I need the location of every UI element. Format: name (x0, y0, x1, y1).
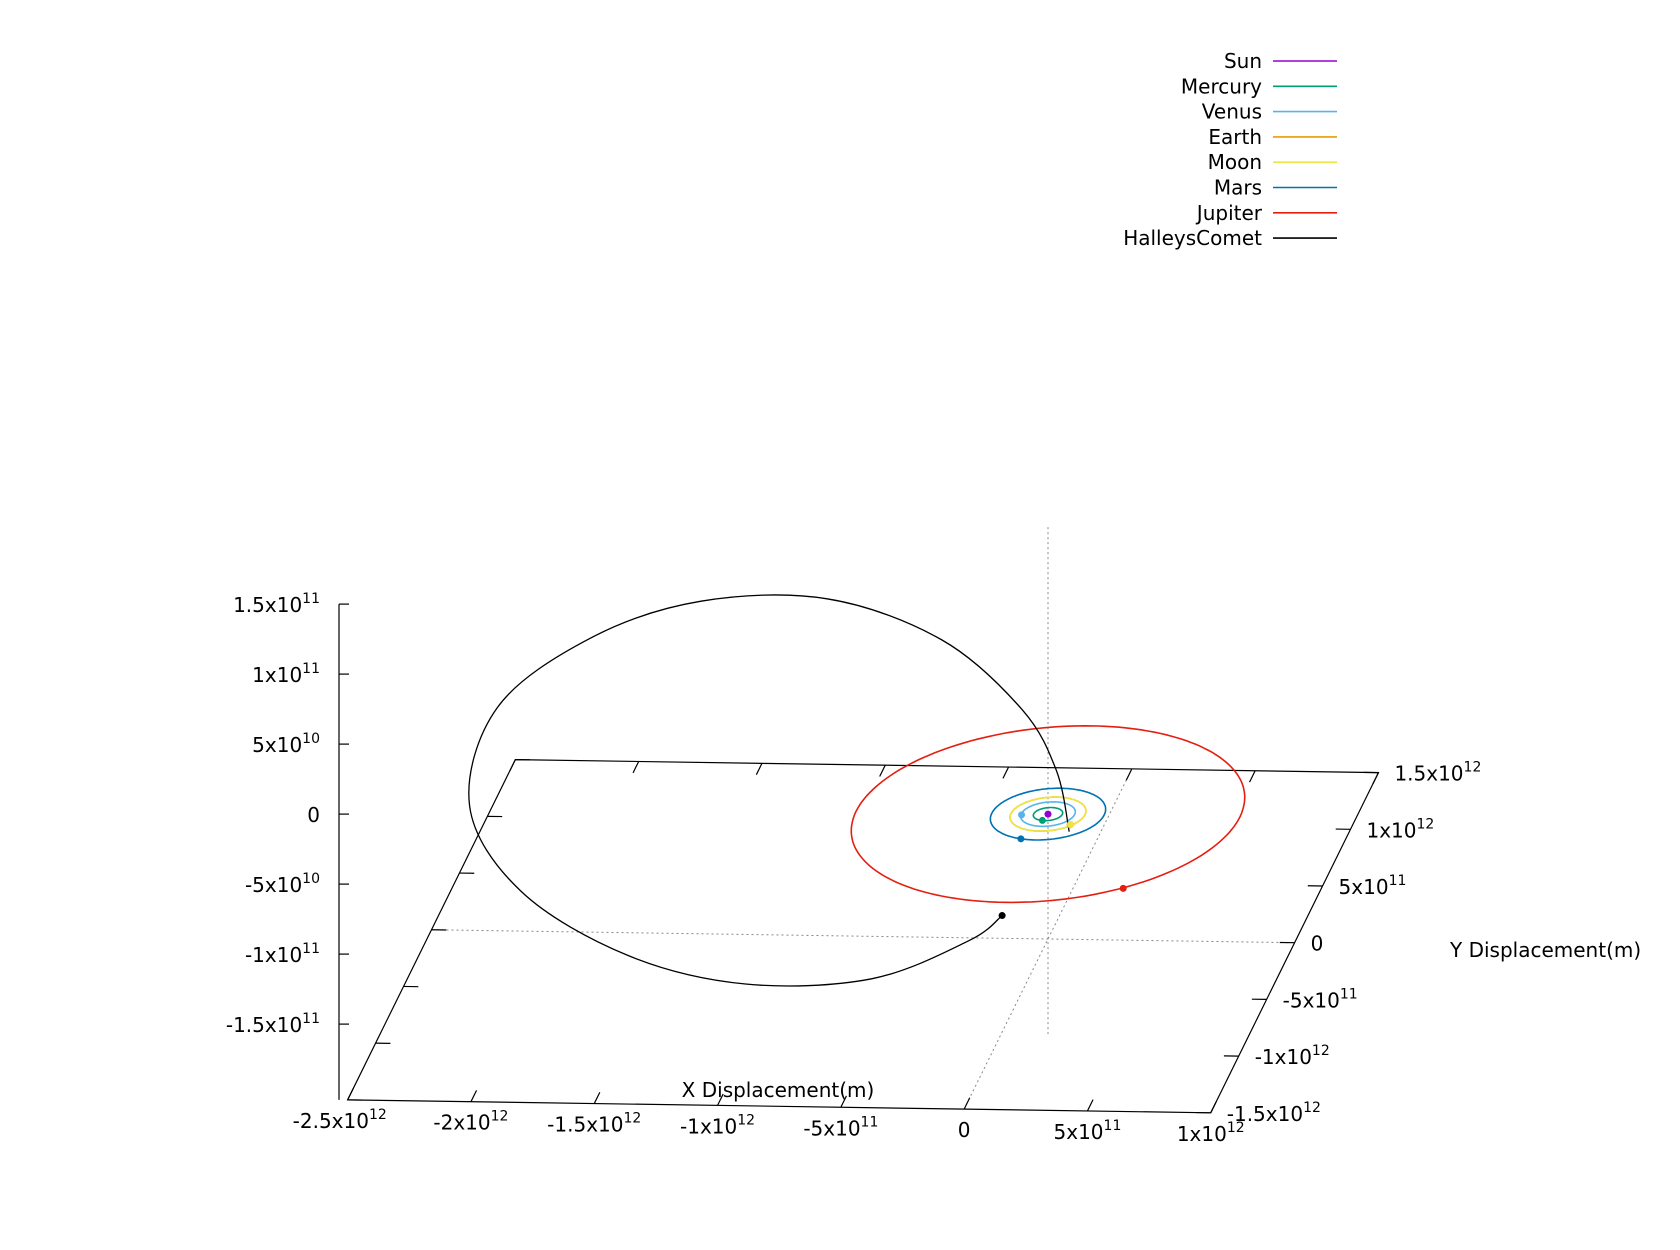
y-tick-label: 5x1011 (1339, 873, 1407, 899)
orbit-mars (989, 787, 1107, 841)
x-tick-mark-back (1249, 770, 1256, 783)
z-tick-label: 5x1010 (252, 731, 320, 757)
x-tick-mark (1086, 1099, 1094, 1112)
z-tick-label: 1x1011 (252, 661, 320, 687)
y-axis-title: Y Displacement(m) (1449, 938, 1641, 962)
marker-mercury (1038, 816, 1046, 824)
tick-exponent: 12 (369, 1107, 387, 1123)
y-tick-label: -1.5x1012 (1227, 1100, 1321, 1126)
y-tick-label: 1x1012 (1367, 816, 1435, 842)
tick-exponent: 12 (1464, 760, 1482, 776)
x-tick-label: -5x1011 (803, 1114, 878, 1140)
x-tick-label: -2.5x1012 (293, 1107, 387, 1133)
x-tick-label: -1x1012 (680, 1112, 755, 1138)
tick-exponent: 11 (302, 1011, 320, 1027)
x-tick-mark-back (1372, 772, 1379, 785)
x-tick-mark-back (755, 763, 763, 775)
orbit-jupiter (850, 724, 1246, 904)
x-tick-mark (963, 1097, 971, 1110)
tick-exponent: 11 (1340, 986, 1358, 1002)
x-tick-mark (840, 1095, 847, 1108)
tick-exponent: 12 (491, 1109, 509, 1125)
x-tick-mark-back (632, 761, 640, 774)
x-tick-label: -2x1012 (433, 1109, 508, 1135)
x-tick-mark-back (509, 759, 516, 772)
marker-mars (1017, 835, 1025, 843)
z-tick-label: -1.5x1011 (226, 1011, 320, 1037)
legend-label-mercury: Mercury (1181, 74, 1262, 98)
orbit-mercury (1032, 806, 1064, 822)
marker-venus (1018, 811, 1026, 819)
tick-exponent: 12 (1303, 1100, 1321, 1116)
body-markers (998, 810, 1127, 920)
z-tick-label: -1x1011 (245, 941, 320, 967)
tick-exponent: 11 (861, 1114, 879, 1130)
tick-exponent: 12 (737, 1112, 755, 1128)
x-tick-mark (717, 1093, 724, 1106)
legend: SunMercuryVenusEarthMoonMarsJupiterHalle… (1123, 49, 1337, 250)
grid-x-zero (963, 768, 1133, 1110)
y-tick-label: 0 (1311, 932, 1324, 956)
tick-exponent: 10 (302, 871, 320, 887)
x-tick-mark-back (879, 764, 886, 777)
marker-sun (1044, 810, 1052, 818)
x-tick-mark (347, 1088, 354, 1101)
x-tick-label: 5x1011 (1054, 1118, 1122, 1144)
marker-moon (1067, 820, 1075, 828)
legend-label-mars: Mars (1214, 176, 1262, 200)
x-axis-title: X Displacement(m) (682, 1078, 875, 1102)
tick-exponent: 10 (302, 731, 320, 747)
grid-y-zero (431, 929, 1295, 944)
tick-exponent: 12 (1227, 1120, 1245, 1136)
tick-exponent: 12 (623, 1111, 641, 1127)
legend-label-moon: Moon (1208, 150, 1262, 174)
tick-exponent: 11 (1104, 1118, 1122, 1134)
path-halleyscomet (468, 594, 1070, 987)
marker-halleyscomet (998, 912, 1006, 920)
z-tick-label: 1.5x1011 (233, 591, 320, 617)
x-tick-mark (470, 1090, 478, 1102)
tick-exponent: 11 (302, 941, 320, 957)
z-tick-label: 0 (307, 803, 320, 827)
axes (338, 603, 1380, 1114)
y-tick-label: -5x1011 (1283, 986, 1358, 1012)
x-tick-label: -1.5x1012 (547, 1111, 641, 1137)
x-tick-label: 0 (958, 1118, 971, 1142)
x-tick-mark-back (1002, 766, 1010, 779)
x-tick-mark (1210, 1101, 1217, 1114)
z-tick-label: -5x1010 (245, 871, 320, 897)
tick-exponent: 11 (302, 591, 320, 607)
legend-label-jupiter: Jupiter (1195, 201, 1263, 225)
legend-label-sun: Sun (1224, 49, 1262, 73)
orbit-moon (1009, 796, 1087, 832)
legend-label-venus: Venus (1202, 100, 1262, 124)
x-tick-mark-back (1125, 768, 1133, 781)
marker-jupiter (1119, 884, 1127, 892)
y-tick-label: -1x1012 (1255, 1043, 1330, 1069)
tick-exponent: 11 (302, 661, 320, 677)
tick-labels: -2.5x1012 -2x1012 -1.5x1012 -1x1012 -5x1011 0… (226, 591, 1482, 1146)
tick-exponent: 12 (1417, 816, 1435, 832)
tick-exponent: 12 (1312, 1043, 1330, 1059)
x-tick-label: 1x1012 (1177, 1120, 1245, 1146)
legend-label-earth: Earth (1208, 125, 1262, 149)
y-tick-label: 1.5x1012 (1394, 760, 1481, 786)
zero-grid-lines (431, 524, 1295, 1110)
x-tick-mark (593, 1091, 601, 1104)
legend-label-halleyscomet: HalleysComet (1123, 226, 1262, 250)
series-paths (468, 594, 1246, 987)
tick-exponent: 11 (1389, 873, 1407, 889)
